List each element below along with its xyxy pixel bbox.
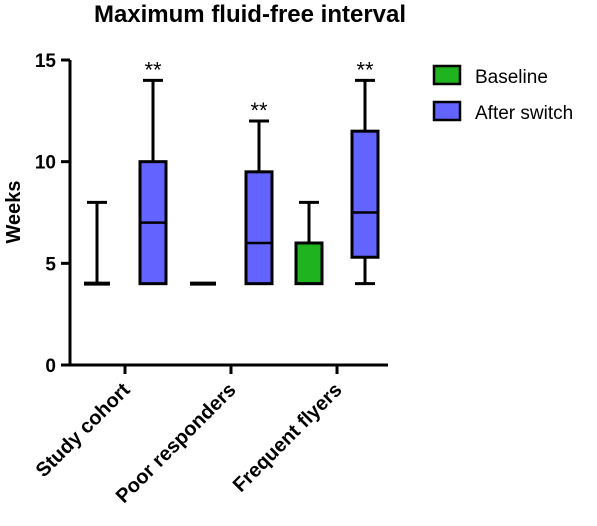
legend-swatch [432, 64, 462, 86]
box-body [294, 241, 324, 286]
legend-swatch [432, 100, 462, 122]
box-baseline-2 [294, 200, 324, 286]
significance-marker: ** [356, 57, 374, 82]
box-after-switch-0: ** [138, 57, 168, 286]
boxes: ** ** ** [84, 57, 380, 286]
y-tick-label: 5 [45, 254, 56, 275]
chart-title: Maximum fluid-free interval [94, 1, 406, 28]
y-tick-label: 10 [35, 153, 56, 174]
box-baseline-0 [84, 200, 110, 286]
legend-label: Baseline [475, 67, 548, 88]
box-body [350, 129, 380, 259]
y-tick-label: 15 [35, 51, 57, 72]
y-tick-label: 0 [45, 356, 56, 377]
y-axis-label: Weeks [3, 180, 25, 243]
box-after-switch-2: ** [350, 57, 380, 286]
x-tick-label: Frequent flyers [229, 379, 347, 497]
legend: Baseline After switch [432, 64, 573, 124]
x-tick-label: Poor responders [112, 379, 241, 508]
significance-marker: ** [250, 98, 268, 123]
x-tick-label: Study cohort [32, 379, 135, 482]
box-after-switch-1: ** [244, 98, 274, 286]
box-body [244, 170, 274, 286]
legend-item-after-switch: After switch [432, 100, 573, 124]
legend-label: After switch [475, 103, 573, 124]
legend-item-baseline: Baseline [432, 64, 548, 88]
significance-marker: ** [144, 57, 162, 82]
